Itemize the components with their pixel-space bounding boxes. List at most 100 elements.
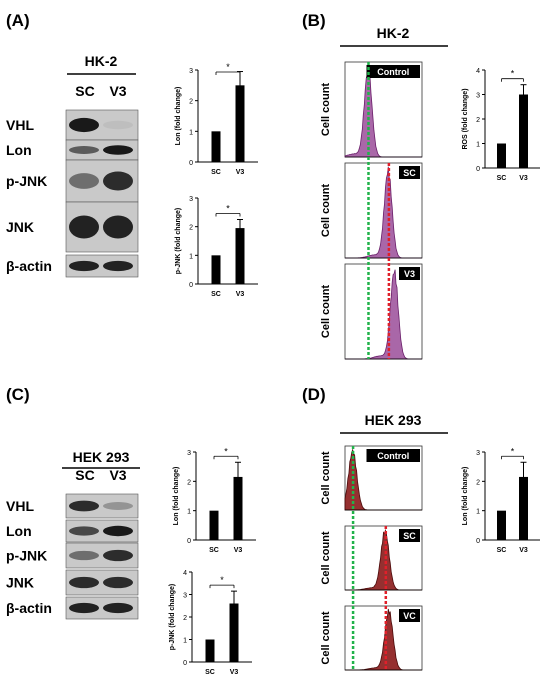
chart-a-pjnk-sig: *: [226, 204, 230, 214]
blot-c-band-4-0: [69, 602, 99, 614]
chart-a-lon: 0 1 2 3 Lon (fold change) SC V3 *: [175, 62, 258, 176]
blot-a-band-3-1: [103, 215, 133, 239]
chart-d-lon-ytick-3: 3: [476, 450, 480, 457]
flow-d-cell-line: HEK 293: [365, 412, 422, 428]
chart-a-pjnk-xtick-1: V3: [236, 291, 245, 298]
chart-c-lon-xtick-0: SC: [209, 547, 219, 554]
blot-a-band-1-1: [103, 145, 133, 155]
blot-a-label-3: JNK: [6, 219, 34, 235]
blot-c-strip-0: [65, 493, 139, 519]
chart-c-pjnk: 0 1 2 3 4 p-JNK (fold change) SC V3 *: [169, 570, 252, 676]
chart-c-pjnk-bar-1: [229, 603, 239, 662]
blot-a-label-4: β-actin: [6, 258, 52, 274]
blot-c-lane-sc: SC: [75, 467, 94, 483]
flow-b-hist-0: Control Cell count: [320, 61, 423, 158]
chart-c-pjnk-ytick-2: 2: [183, 615, 187, 622]
chart-a-lon-bar-1: [235, 85, 245, 162]
chart-a-lon-ytick-3: 3: [189, 68, 193, 75]
chart-a-lon-ytick-2: 2: [189, 99, 193, 106]
blot-c-band-0-0: [69, 500, 99, 512]
blot-a-lane-sc: SC: [75, 83, 94, 99]
chart-a-lon-bar-0: [211, 131, 221, 162]
flow-b-tag-0: Control: [377, 67, 409, 77]
blot-a-label-1: Lon: [6, 142, 32, 158]
flow-b-ylabel-0: Cell count: [320, 83, 332, 137]
blot-c-strip-3: [65, 569, 139, 596]
chart-c-lon-ytick-2: 2: [187, 479, 191, 486]
chart-c-lon-bar-0: [209, 510, 219, 540]
chart-b-ros-ytick-2: 2: [476, 117, 480, 124]
blot-c-band-3-1: [103, 576, 133, 589]
blot-c-label-4: β-actin: [6, 600, 52, 616]
chart-c-pjnk-ytick-0: 0: [183, 660, 187, 667]
flow-b-hist-1: SC Cell count: [320, 162, 423, 259]
blot-a-band-4-1: [103, 260, 133, 272]
blot-a-band-2-0: [69, 173, 99, 189]
blot-a-label-0: VHL: [6, 117, 34, 133]
chart-d-lon-ytick-0: 0: [476, 538, 480, 545]
blot-c-strip-2: [65, 542, 139, 569]
chart-d-lon-ytick-1: 1: [476, 509, 480, 516]
blot-a-lane-v3: V3: [109, 83, 126, 99]
blot-c-band-1-1: [103, 525, 133, 537]
chart-c-pjnk-ytick-3: 3: [183, 593, 187, 600]
chart-c-lon-xtick-1: V3: [234, 547, 243, 554]
blot-c-label-1: Lon: [6, 523, 32, 539]
blot-c-band-1-0: [69, 526, 99, 536]
chart-d-lon-bar-0: [497, 510, 506, 540]
flow-d-tag-2: VC: [403, 611, 416, 621]
panel-label-b: (B): [302, 11, 326, 30]
chart-c-lon-bar-1: [233, 476, 243, 540]
chart-d-lon-sig: *: [511, 446, 515, 456]
chart-a-lon-xtick-1: V3: [236, 169, 245, 176]
blot-c-label-0: VHL: [6, 498, 34, 514]
chart-b-ros-ytick-3: 3: [476, 93, 480, 100]
blot-c-label-3: JNK: [6, 575, 34, 591]
panel-label-c: (C): [6, 385, 30, 404]
blot-a-band-4-0: [69, 260, 99, 272]
chart-b-ros-ytick-4: 4: [476, 68, 480, 75]
blot-c-strip-1: [65, 519, 139, 543]
blot-c-cell-line: HEK 293: [73, 449, 130, 465]
chart-a-pjnk-xtick-0: SC: [211, 291, 221, 298]
chart-b-ros: 0 1 2 3 4 ROS (fold change) SC V3 *: [462, 68, 540, 182]
flow-d-hist-0: Control Cell count: [320, 445, 423, 511]
chart-c-lon-ylabel: Lon (fold change): [173, 467, 180, 526]
chart-c-lon: 0 1 2 3 Lon (fold change) SC V3 *: [173, 446, 256, 554]
blot-a-band-3-0: [69, 215, 99, 239]
chart-a-lon-ytick-1: 1: [189, 129, 193, 136]
blot-a-band-2-1: [103, 171, 133, 191]
chart-d-lon-xtick-0: SC: [497, 547, 507, 554]
flow-b-tag-2: V3: [404, 269, 415, 279]
chart-b-ros-sig: *: [511, 69, 515, 79]
chart-a-pjnk-ytick-1: 1: [189, 253, 193, 260]
chart-b-ros-bar-0: [497, 143, 506, 168]
chart-a-pjnk-ytick-3: 3: [189, 196, 193, 203]
blot-c-band-0-1: [103, 502, 133, 510]
flow-b-tag-1: SC: [403, 168, 416, 178]
blot-a-strip-2: [65, 159, 139, 203]
blot-a-label-2: p-JNK: [6, 173, 47, 189]
flow-d-tag-0: Control: [377, 451, 409, 461]
chart-c-lon-ytick-1: 1: [187, 509, 191, 516]
blot-a-strip-1: [65, 139, 139, 161]
blot-a-band-1-0: [69, 146, 99, 154]
chart-d-lon-bar-1: [519, 476, 528, 540]
blot-a-strip-0: [65, 109, 139, 141]
blot-c-lane-v3: V3: [109, 467, 126, 483]
blot-c-band-4-1: [103, 602, 133, 614]
flow-d-ylabel-2: Cell count: [320, 611, 332, 665]
blot-a-strip-4: [65, 254, 139, 278]
chart-d-lon: 0 1 2 3 Lon (fold change) SC V3 *: [462, 446, 540, 554]
blot-c-band-2-1: [103, 549, 133, 562]
flow-b-cell-line: HK-2: [377, 25, 410, 41]
blot-c-band-2-0: [69, 550, 99, 561]
chart-c-lon-ytick-0: 0: [187, 538, 191, 545]
chart-c-lon-ytick-3: 3: [187, 450, 191, 457]
flow-d-hist-1: SC Cell count: [320, 525, 423, 591]
chart-a-lon-xtick-0: SC: [211, 169, 221, 176]
chart-b-ros-bar-1: [519, 94, 528, 168]
flow-d-ylabel-1: Cell count: [320, 531, 332, 585]
chart-c-pjnk-xtick-0: SC: [205, 669, 215, 676]
